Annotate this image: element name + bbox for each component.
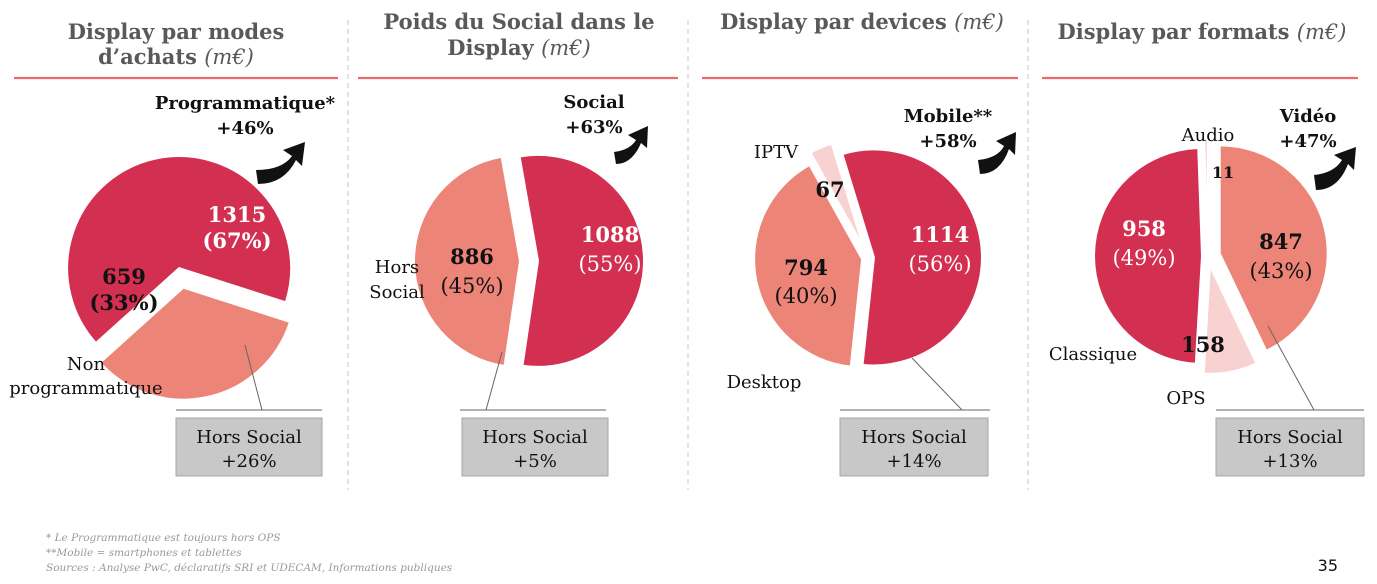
slice-1-2-pct: (33%) — [89, 290, 158, 315]
page-number: 35 — [1318, 556, 1338, 575]
external-label-iptv: IPTV — [754, 142, 799, 163]
external-label-audio: Audio — [1181, 125, 1235, 146]
highlight-2-growth: +63% — [565, 117, 622, 138]
panel-3-title: Display par devices (m€) — [720, 9, 1004, 34]
leader-line-3 — [911, 357, 990, 411]
pie-2-slice-social — [518, 153, 645, 368]
hors-social-box-1: Hors Social +26% — [175, 417, 323, 477]
highlight-3-growth: +58% — [919, 131, 976, 152]
pie-1-slice-programmatique — [66, 155, 293, 345]
box-4-label: Hors Social — [1237, 427, 1343, 448]
pie-1-slice-non-programmatique — [98, 286, 292, 401]
external-label-2-line-1: Hors — [375, 257, 419, 278]
slice-2-2-value: 886 — [450, 244, 494, 269]
external-label-classique: Classique — [1049, 344, 1137, 365]
box-4-bg — [1215, 417, 1365, 477]
slice-4-4-value: 958 — [1122, 216, 1166, 241]
leader-lines — [176, 325, 1364, 411]
pie-3-slice-iptv — [809, 142, 865, 248]
panel-2-title-line-2: Display (m€) — [447, 35, 590, 60]
box-3-growth: +14% — [886, 451, 941, 472]
slice-4-4-pct: (49%) — [1112, 246, 1175, 270]
box-2-label: Hors Social — [482, 427, 588, 448]
hors-social-box-4: Hors Social +13% — [1215, 417, 1365, 477]
slice-4-3-value: 158 — [1181, 332, 1225, 357]
panel-separators — [347, 20, 1029, 490]
slice-4-2-pct: (43%) — [1249, 259, 1312, 283]
highlight-1-growth: +46% — [216, 118, 273, 139]
external-label-ops: OPS — [1166, 388, 1205, 409]
pie-4-slice-audio — [1203, 137, 1209, 247]
slice-1-1-value: 1315 — [208, 202, 266, 227]
slice-4-1-value: 11 — [1212, 163, 1234, 182]
slice-2-2-pct: (45%) — [440, 274, 503, 298]
hors-social-box-2: Hors Social +5% — [461, 417, 609, 477]
pie-charts — [66, 137, 1329, 401]
pie-4-slice-classique — [1093, 146, 1204, 365]
highlight-4-growth: +47% — [1279, 131, 1336, 152]
growth-arrow-icon-3 — [978, 132, 1016, 174]
highlight-3-label: Mobile** — [904, 106, 993, 127]
box-3-label: Hors Social — [861, 427, 967, 448]
slice-3-1-pct: (56%) — [908, 252, 971, 276]
pie-3-slice-mobile — [841, 148, 983, 367]
footnote-3: Sources : Analyse PwC, déclaratifs SRI e… — [46, 562, 453, 574]
box-1-bg — [175, 417, 323, 477]
external-label-1-line-2: programmatique — [9, 378, 162, 399]
highlight-1-label: Programmatique* — [155, 93, 336, 114]
slice-3-3-value: 67 — [815, 177, 844, 202]
slice-1-1-pct: (67%) — [202, 228, 271, 253]
highlight-4-label: Vidéo — [1279, 106, 1337, 127]
slice-3-1-value: 1114 — [911, 222, 969, 247]
pie-4-slice-vid-o — [1218, 144, 1329, 353]
footnote-2: **Mobile = smartphones et tablettes — [46, 547, 242, 559]
panel-1-title-line-2: d’achats (m€) — [98, 44, 254, 69]
external-label-desktop: Desktop — [727, 372, 802, 393]
slice-3-2-pct: (40%) — [774, 284, 837, 308]
box-1-label: Hors Social — [196, 427, 302, 448]
pie-4-slice-ops — [1202, 265, 1258, 375]
growth-arrows — [256, 126, 1356, 190]
growth-arrow-icon-2 — [614, 126, 648, 164]
growth-arrow-icon-4 — [1314, 147, 1356, 190]
hors-social-box-3: Hors Social +14% — [839, 417, 989, 477]
external-label-1-line-1: Non — [67, 354, 106, 375]
box-4-growth: +13% — [1262, 451, 1317, 472]
pie-3-slice-desktop — [753, 163, 864, 368]
pie-2-slice-hors-social — [413, 155, 522, 368]
external-label-2-line-2: Social — [369, 282, 425, 303]
slice-1-2-value: 659 — [102, 264, 146, 289]
slice-2-1-pct: (55%) — [578, 252, 641, 276]
box-1-growth: +26% — [221, 451, 276, 472]
slice-4-2-value: 847 — [1259, 229, 1303, 254]
slice-2-1-value: 1088 — [581, 222, 639, 247]
highlight-2-label: Social — [563, 92, 624, 113]
box-3-bg — [839, 417, 989, 477]
panel-4-title: Display par formats (m€) — [1058, 19, 1347, 44]
panel-2-title-line-1: Poids du Social dans le — [383, 9, 654, 34]
box-2-growth: +5% — [513, 451, 557, 472]
box-2-bg — [461, 417, 609, 477]
growth-arrow-icon-1 — [256, 142, 305, 184]
slice-3-2-value: 794 — [784, 255, 828, 280]
panel-1-title-line-1: Display par modes — [68, 19, 285, 44]
footnote-1: * Le Programmatique est toujours hors OP… — [46, 532, 281, 544]
